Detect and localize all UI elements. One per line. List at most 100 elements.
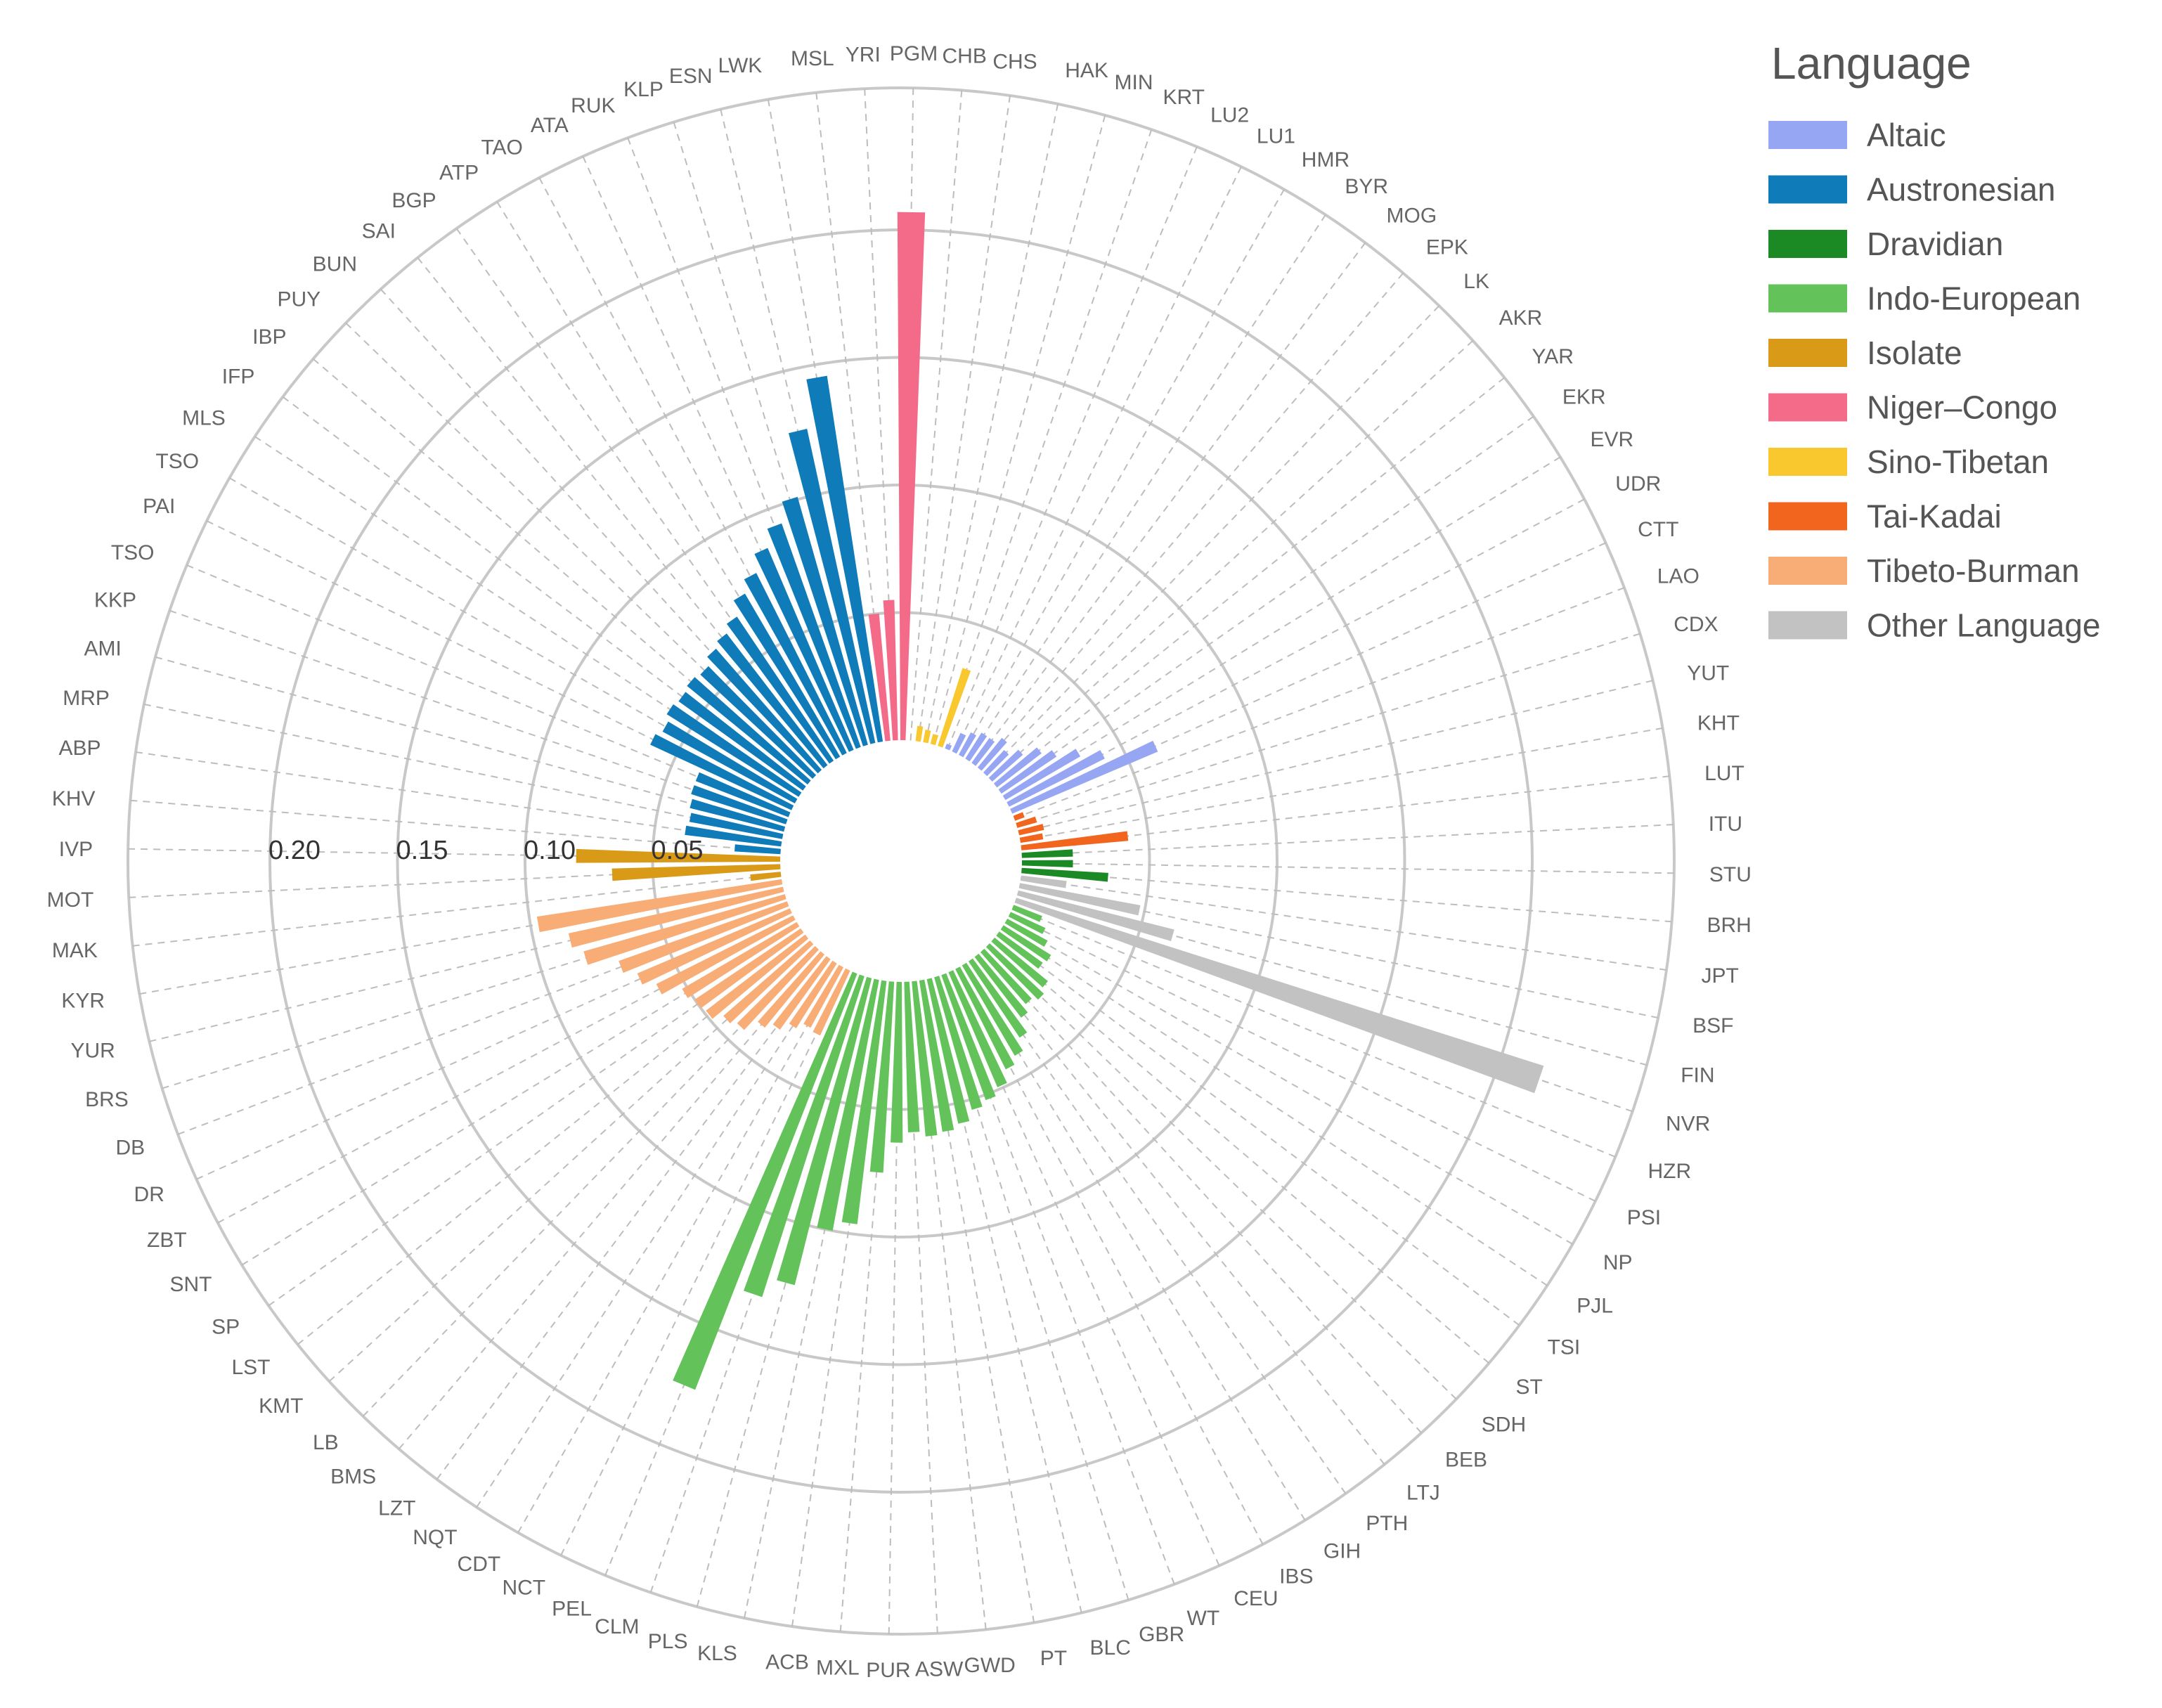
- category-label: BEB: [1445, 1449, 1487, 1472]
- category-label: PSI: [1627, 1206, 1661, 1229]
- bar-ata: [754, 548, 854, 752]
- category-label: SDH: [1482, 1413, 1526, 1436]
- radial-tick-label: 0.15: [396, 836, 448, 865]
- bar-pur: [891, 981, 903, 1143]
- grid-spoke: [917, 95, 1011, 742]
- category-label: ATA: [531, 114, 569, 137]
- bar-yri: [883, 600, 898, 741]
- bar-byr: [965, 732, 988, 762]
- category-label: CHS: [992, 51, 1037, 74]
- category-label: MXL: [816, 1657, 860, 1680]
- category-label: NP: [1603, 1251, 1633, 1274]
- bar-lut: [1021, 831, 1129, 850]
- grid-spoke: [1021, 862, 1674, 874]
- category-label: PTH: [1366, 1512, 1408, 1535]
- bar-dr: [637, 908, 792, 985]
- category-label: BRS: [85, 1088, 129, 1111]
- bar-hzr: [1011, 905, 1042, 922]
- category-label: NQT: [413, 1526, 457, 1549]
- bar-tsi: [996, 931, 1043, 969]
- category-label: HMR: [1302, 148, 1349, 172]
- legend-label: Indo-European: [1867, 280, 2080, 317]
- category-label: CDT: [458, 1553, 501, 1576]
- bar-bms: [758, 951, 825, 1028]
- bar-msl: [868, 613, 891, 742]
- bar-abp: [685, 825, 782, 847]
- bar-lk: [983, 750, 1009, 777]
- category-label: ACB: [765, 1651, 809, 1674]
- bar-esn: [789, 429, 876, 744]
- category-label: IFP: [222, 365, 255, 389]
- category-label: PLS: [648, 1630, 688, 1653]
- bar-mrp: [689, 813, 784, 839]
- bar-yur: [568, 886, 784, 948]
- bar-blc: [926, 978, 970, 1124]
- bar-gwd: [912, 981, 938, 1137]
- legend-label: Niger–Congo: [1867, 389, 2057, 426]
- category-label: MOG: [1387, 204, 1437, 227]
- legend-swatch: [1768, 448, 1847, 476]
- bar-cdx: [1016, 816, 1037, 828]
- category-label: GWD: [964, 1654, 1016, 1677]
- grid-spoke: [1021, 869, 1672, 923]
- bar-bsf: [1018, 883, 1141, 916]
- bar-chs: [915, 725, 924, 742]
- radial-tick-label: 0.20: [268, 836, 321, 865]
- bar-brh: [1021, 867, 1108, 882]
- category-label: MOT: [47, 888, 94, 912]
- bar-ibs: [955, 966, 1015, 1070]
- grid-spoke: [970, 959, 1347, 1494]
- legend-swatch: [1768, 230, 1847, 258]
- category-label: TSO: [155, 450, 199, 473]
- category-label: KRT: [1163, 86, 1205, 109]
- category-label: DB: [116, 1137, 145, 1160]
- legend-swatch: [1768, 121, 1847, 149]
- category-label: LST: [231, 1356, 270, 1379]
- category-label: ATP: [439, 162, 479, 185]
- bar-fin: [1016, 890, 1174, 941]
- category-label: KKP: [94, 589, 136, 612]
- bar-tso: [695, 772, 791, 817]
- bar-pai: [650, 734, 794, 810]
- legend: Language Altaic Austronesian Dravidian Indo…: [1768, 38, 2101, 644]
- bar-lst: [706, 934, 809, 1019]
- category-label: GIH: [1323, 1540, 1361, 1563]
- grid-spoke: [1005, 920, 1573, 1245]
- legend-swatch: [1768, 557, 1847, 585]
- category-label: SAI: [362, 220, 396, 243]
- bar-yut: [1018, 824, 1044, 836]
- radial-tick-label: 0.10: [524, 836, 576, 865]
- category-label: ZBT: [147, 1229, 187, 1252]
- category-label: PUY: [278, 288, 321, 311]
- category-label: YUR: [70, 1040, 115, 1063]
- bar-jpt: [1020, 875, 1067, 888]
- category-label: KLP: [623, 78, 664, 101]
- bar-mot: [611, 864, 781, 881]
- bar-brs: [583, 894, 787, 965]
- legend-swatch: [1768, 284, 1847, 313]
- category-label: IBP: [252, 325, 286, 349]
- bar-cdt: [803, 964, 843, 1028]
- bar-epk: [977, 737, 1007, 771]
- category-label: YUT: [1687, 662, 1729, 685]
- bar-lb: [737, 945, 819, 1030]
- bar-np: [1004, 919, 1048, 947]
- category-label: LAO: [1657, 565, 1700, 588]
- category-label: SNT: [170, 1273, 212, 1296]
- bar-udr: [1006, 750, 1105, 807]
- grid-spoke: [560, 969, 849, 1556]
- category-label: IBS: [1279, 1565, 1313, 1588]
- bar-mls: [666, 704, 802, 797]
- grid-spoke: [999, 415, 1534, 792]
- category-label: KHV: [52, 787, 96, 810]
- category-label: PUR: [866, 1659, 910, 1682]
- category-label: JPT: [1702, 964, 1739, 988]
- category-label: BRH: [1707, 914, 1752, 937]
- category-label: EKR: [1562, 386, 1606, 409]
- category-label: ASW: [915, 1658, 964, 1681]
- grid-spoke: [997, 933, 1520, 1326]
- category-label: KHT: [1697, 711, 1740, 735]
- category-label: HAK: [1065, 59, 1108, 82]
- category-label: CDX: [1674, 613, 1718, 636]
